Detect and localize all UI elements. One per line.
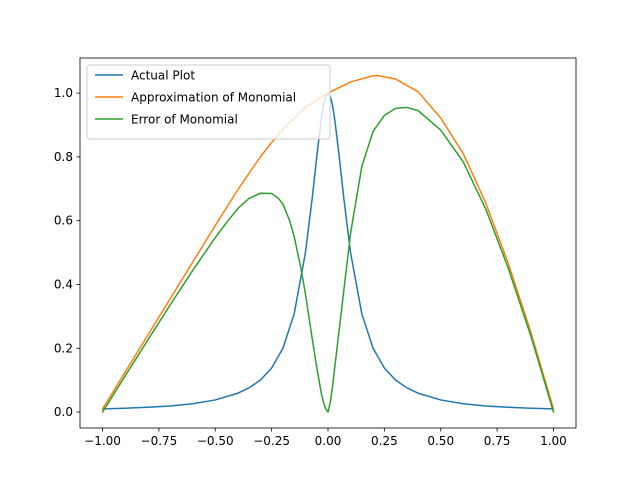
series-line-3 [101,106,555,413]
y-tick-label: 0.4 [54,277,73,291]
legend-box [86,64,331,140]
x-tick-label: −0.25 [253,434,290,448]
y-tick-label: 0.2 [54,341,73,355]
x-tick-label: 0.50 [427,434,454,448]
legend-label-1: Actual Plot [131,69,195,83]
x-tick-label: 0.00 [315,434,342,448]
y-tick-label: 0.0 [54,405,73,419]
x-tick-label: −1.00 [84,434,121,448]
x-tick-label: −0.75 [141,434,178,448]
legend-label-3: Error of Monomial [131,113,238,127]
y-tick-label: 1.0 [54,86,73,100]
series-line-2 [101,74,555,410]
y-tick-label: 0.8 [54,150,73,164]
legend: Actual Plot Approximation of Monomial Erro… [86,64,331,140]
x-tick-label: 1.00 [540,434,567,448]
y-tick-label: 0.6 [54,214,73,228]
x-tick-label: 0.25 [371,434,398,448]
x-tick-label: 0.75 [484,434,511,448]
y-axis: 0.0 0.2 0.4 0.6 0.8 1.0 [54,86,80,419]
legend-label-2: Approximation of Monomial [131,91,296,105]
x-axis: −1.00 −0.75 −0.50 −0.25 0.00 0.25 0.50 0.75 1.00 [84,428,567,448]
x-tick-label: −0.50 [197,434,234,448]
